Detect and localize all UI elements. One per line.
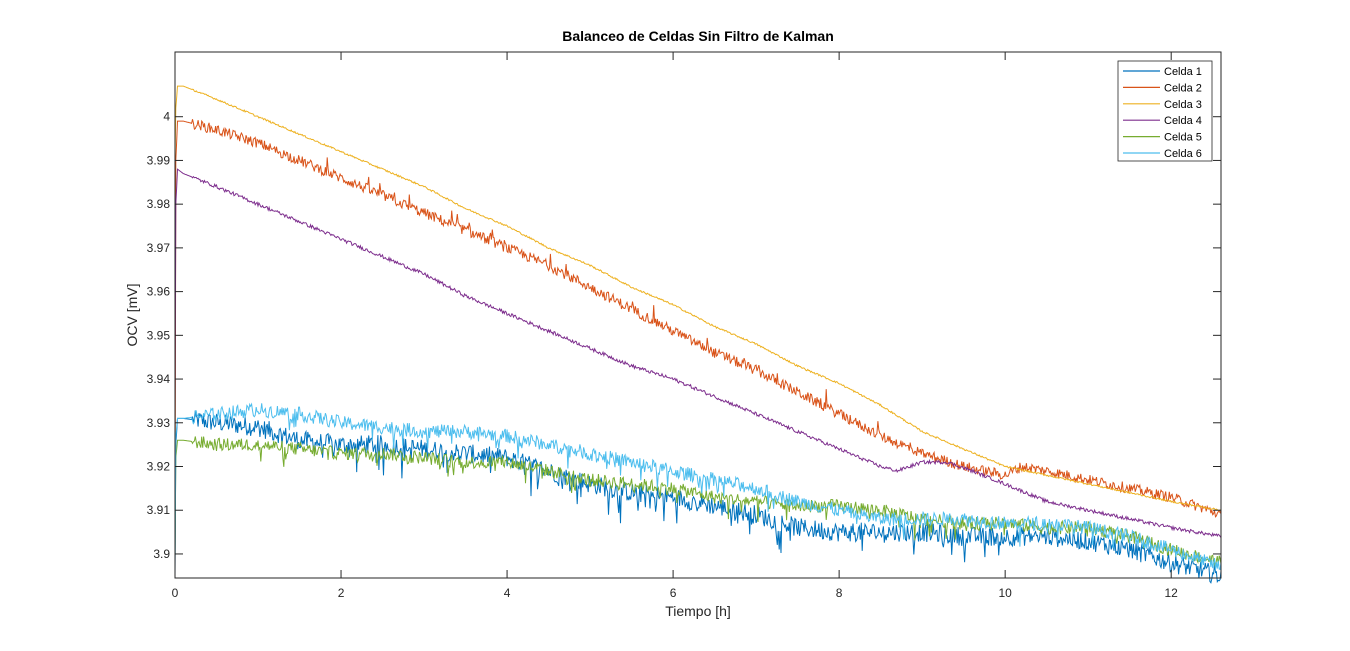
legend-label-4: Celda 4 — [1164, 115, 1202, 127]
legend-entries: Celda 1 Celda 2 Celda 3 Celda 4 Celda 5 Celda… — [1123, 66, 1202, 160]
y-tick-label: 3.9 — [153, 547, 170, 561]
plot-frame — [174, 51, 1222, 579]
series-line-1 — [174, 410, 1222, 584]
y-tick-label: 3.94 — [147, 372, 171, 386]
y-tick-label: 3.96 — [147, 285, 171, 299]
y-tick-label: 4 — [163, 110, 170, 124]
y-tick-label: 3.92 — [147, 460, 171, 474]
x-tick-label: 2 — [338, 586, 345, 600]
x-tick-label: 0 — [172, 586, 179, 600]
y-tick-label: 3.93 — [147, 416, 171, 430]
series-line-4 — [174, 168, 1222, 538]
legend-label-1: Celda 1 — [1164, 66, 1202, 78]
series-line-2 — [174, 119, 1222, 572]
plot-background — [175, 52, 1221, 578]
series-line-3 — [174, 85, 1222, 512]
x-tick-label: 10 — [998, 586, 1012, 600]
y-tick-label: 3.91 — [147, 503, 171, 517]
y-tick-label: 3.95 — [147, 328, 171, 342]
chart-title: Balanceo de Celdas Sin Filtro de Kalman — [562, 28, 834, 44]
y-axis-label: OCV [mV] — [124, 283, 140, 346]
series-group — [174, 85, 1222, 584]
plot-area: 0 2 4 6 8 10 12 3.9 3.91 3.92 3.93 3.94 3.95 3.96 3.97… — [147, 51, 1222, 600]
y-tick-label: 3.98 — [147, 197, 171, 211]
x-tick-label: 6 — [670, 586, 677, 600]
y-tick-label: 3.99 — [147, 153, 171, 167]
ticks-group: 0 2 4 6 8 10 12 3.9 3.91 3.92 3.93 3.94 3.95 3.96 3.97… — [147, 52, 1221, 600]
legend-box — [1117, 60, 1213, 162]
x-tick-label: 12 — [1165, 586, 1179, 600]
legend-label-6: Celda 6 — [1164, 148, 1202, 160]
legend: Celda 1 Celda 2 Celda 3 Celda 4 Celda 5 Celda… — [1117, 60, 1213, 162]
x-tick-label: 4 — [504, 586, 511, 600]
y-tick-label: 3.97 — [147, 241, 171, 255]
legend-label-5: Celda 5 — [1164, 132, 1202, 144]
x-tick-label: 8 — [836, 586, 843, 600]
x-axis-label: Tiempo [h] — [665, 603, 731, 619]
legend-label-3: Celda 3 — [1164, 99, 1202, 111]
series-line-6 — [174, 402, 1222, 571]
legend-label-2: Celda 2 — [1164, 82, 1202, 94]
